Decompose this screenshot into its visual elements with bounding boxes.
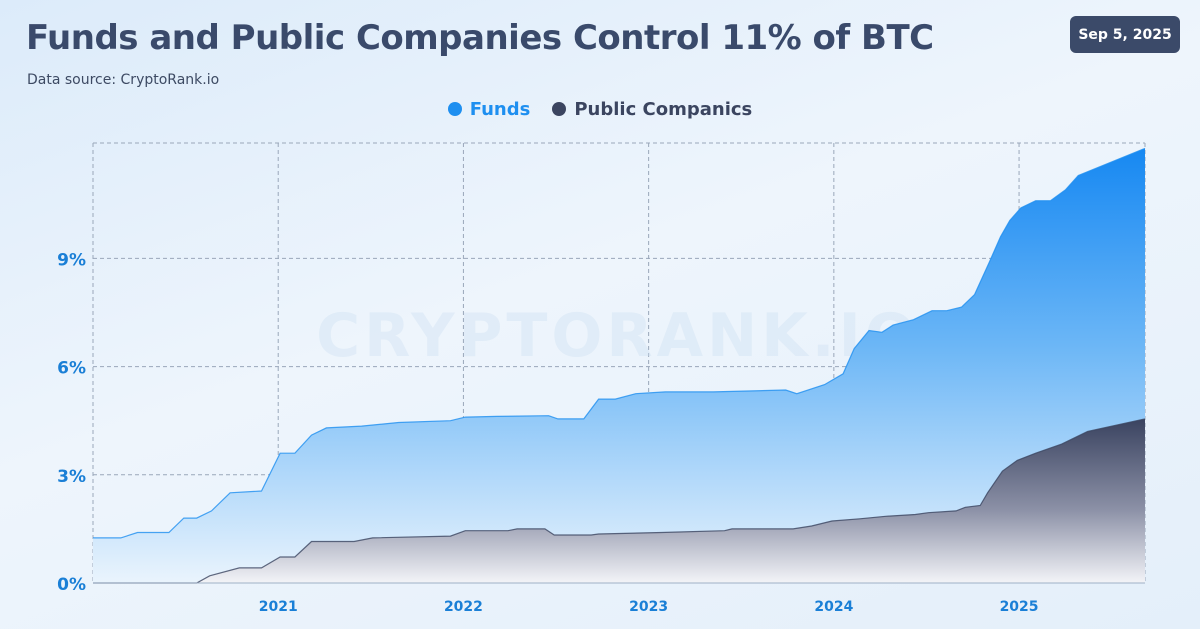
legend-dot-funds [447, 102, 462, 116]
y-tick-label: 3% [57, 467, 86, 487]
legend-item-funds[interactable]: Funds [447, 98, 531, 120]
x-tick-label: 2025 [1000, 599, 1039, 615]
x-tick-label: 2023 [629, 599, 668, 615]
line-funds [93, 147, 1146, 539]
x-tick-label: 2024 [814, 599, 853, 615]
x-tick-label: 2022 [444, 599, 483, 615]
area-funds [93, 148, 1145, 583]
watermark-text: CRYPTORANK.IO [316, 301, 920, 371]
legend-label-public: Public Companics [574, 98, 753, 120]
y-tick-label: 0% [57, 575, 86, 595]
legend-dot-public [552, 102, 567, 116]
series-layer [93, 147, 1146, 584]
axis-layer: 0% 3% 6% 9% 2021 2022 2023 2024 2025 [57, 250, 1145, 615]
legend-label-funds: Funds [469, 98, 531, 120]
y-tick-label: 6% [57, 359, 86, 379]
line-public-companies [93, 418, 1146, 584]
legend-item-public[interactable]: Public Companics [552, 99, 752, 120]
date-badge: Sep 5, 2025 [1070, 16, 1180, 53]
x-tick-label: 2021 [259, 599, 298, 615]
chart-title: Funds and Public Companies Control 11% o… [26, 18, 934, 58]
data-source-label: Data source: CryptoRank.io [27, 72, 220, 88]
area-public-companies [93, 418, 1145, 583]
chart-legend: Funds Public Companics [0, 96, 1200, 122]
y-tick-label: 9% [57, 250, 86, 270]
